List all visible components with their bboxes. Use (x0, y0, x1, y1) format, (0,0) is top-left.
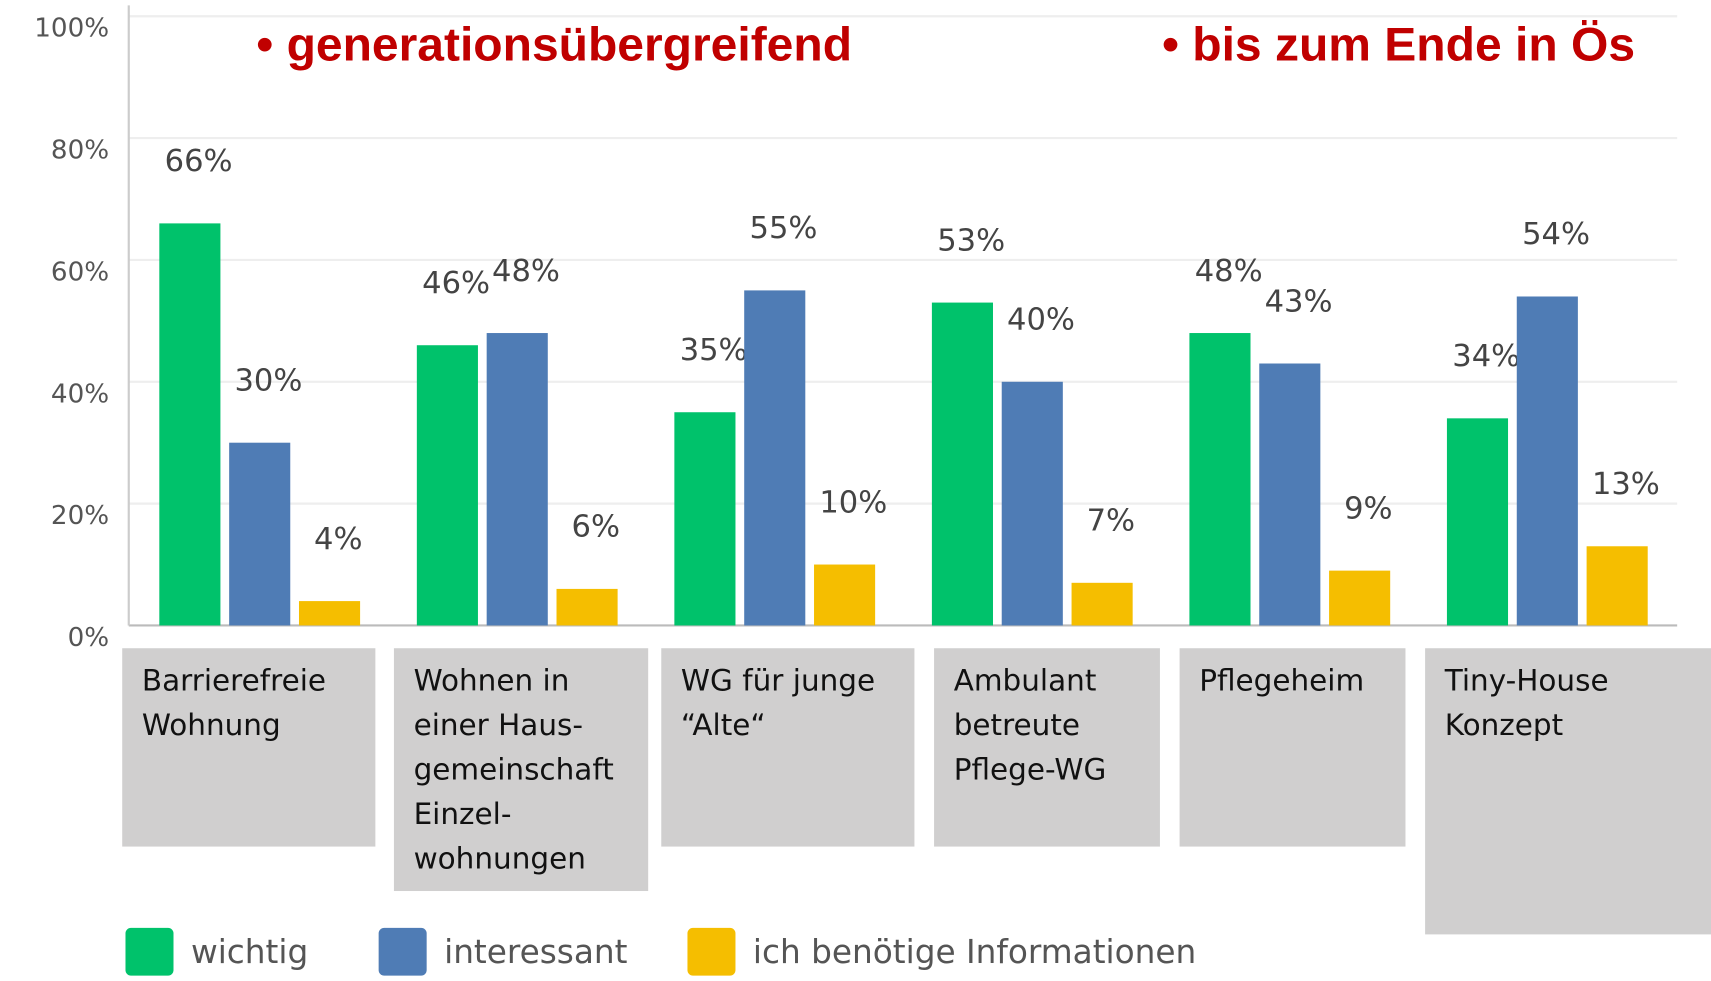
category-box (1179, 648, 1406, 847)
value-label: 6% (572, 510, 620, 545)
value-label: 48% (1195, 254, 1263, 289)
category-label-box: Ambulant betreute Pflege-WG (953, 664, 1107, 787)
annotation: • generationsübergreifend (256, 18, 852, 71)
value-label: 30% (234, 364, 302, 399)
y-tick-label: 20% (51, 501, 109, 531)
bar (486, 333, 548, 626)
x-tick-label: WG für junge “Alte“ (680, 664, 876, 743)
category-box (661, 648, 915, 847)
bar (1189, 333, 1251, 626)
bar (1446, 418, 1509, 626)
y-tick-label: 100% (34, 14, 109, 44)
value-label: 13% (1592, 467, 1660, 502)
value-label: 35% (680, 333, 748, 368)
bar (1001, 381, 1063, 626)
x-tick-label: Tiny-House Konzept (1444, 664, 1609, 743)
bar (1516, 296, 1578, 626)
value-label: 66% (165, 144, 233, 179)
bar (744, 290, 806, 626)
bar (674, 412, 736, 626)
x-tick-label: Pflegeheim (1199, 664, 1365, 699)
value-label: 34% (1452, 339, 1520, 374)
value-label: 9% (1344, 491, 1392, 526)
bar (1071, 582, 1133, 626)
bar (814, 564, 876, 626)
bar (159, 223, 221, 626)
value-label: 46% (422, 266, 490, 301)
category-label-box: WG für junge “Alte“ (680, 664, 876, 743)
y-tick-label: 60% (51, 257, 109, 287)
legend-swatch (687, 927, 736, 976)
legend-swatch (378, 927, 427, 976)
category-label-box: Tiny-House Konzept (1444, 664, 1609, 743)
legend-label: ich benötige Informationen (753, 933, 1196, 971)
value-label: 43% (1265, 284, 1333, 319)
bar (556, 588, 618, 626)
category-box (393, 648, 649, 892)
category-box (1425, 648, 1711, 935)
value-label: 4% (314, 522, 362, 557)
bar (1329, 570, 1391, 626)
bar (1586, 546, 1648, 626)
x-tick-label: Ambulant betreute Pflege-WG (953, 664, 1107, 787)
bar (416, 345, 478, 626)
x-tick-label: Wohnen in einer Haus- gemeinschaft Einze… (413, 664, 614, 876)
legend-swatch (125, 927, 174, 976)
y-tick-label: 40% (51, 379, 109, 409)
category-label-box: Wohnen in einer Haus- gemeinschaft Einze… (413, 664, 614, 876)
legend-label: interessant (444, 933, 627, 971)
category-label-box: Pflegeheim (1199, 664, 1365, 699)
value-label: 55% (750, 211, 818, 246)
y-tick-label: 0% (68, 623, 110, 653)
category-box (122, 648, 376, 847)
value-label: 48% (492, 254, 560, 289)
value-label: 54% (1522, 217, 1590, 252)
x-tick-label: Barrierefreie Wohnung (141, 664, 327, 743)
y-tick-label: 80% (51, 136, 109, 166)
annotation: • bis zum Ende in Ös (1162, 18, 1635, 71)
bar (1259, 363, 1321, 626)
legend-label: wichtig (191, 933, 308, 971)
bar (229, 442, 291, 626)
category-box (934, 648, 1160, 847)
value-label: 7% (1087, 504, 1135, 539)
value-label: 40% (1007, 303, 1075, 338)
bar (931, 302, 993, 626)
value-label: 10% (819, 485, 887, 520)
value-label: 53% (937, 223, 1005, 258)
bar (298, 601, 361, 626)
category-label-box: Barrierefreie Wohnung (141, 664, 327, 743)
